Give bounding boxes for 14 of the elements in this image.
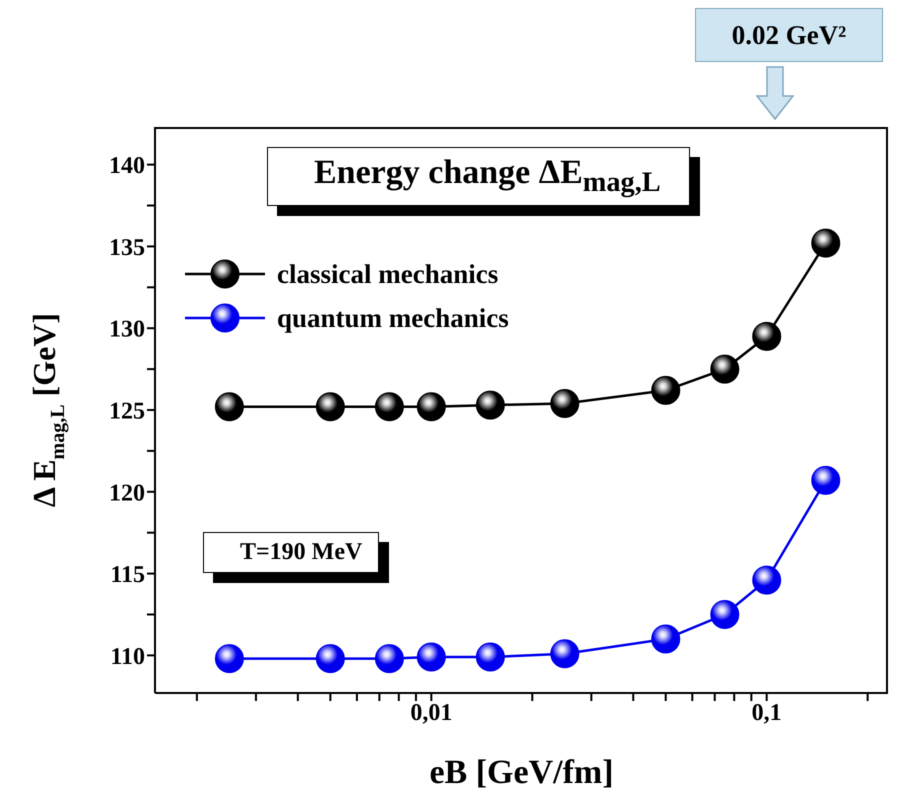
x-axis-title: eB [GeV/fm] (429, 754, 614, 791)
y-tick-label: 135 (109, 234, 145, 261)
y-tick-label: 110 (110, 644, 145, 670)
y-tick-label: 120 (109, 480, 145, 506)
legend-label: quantum mechanics (277, 302, 509, 334)
legend-label: classical mechanics (277, 258, 498, 290)
annotation: T=190 MeV (240, 539, 362, 565)
y-tick-label: 125 (109, 398, 145, 425)
y-tick-label: 115 (110, 562, 145, 588)
text: 0.02 GeV² (732, 20, 846, 50)
x-tick-label: 0,1 (752, 700, 782, 726)
y-tick-label: 130 (109, 316, 145, 343)
y-tick-label: 140 (109, 153, 145, 180)
x-tick-label: 0,01 (410, 700, 452, 726)
